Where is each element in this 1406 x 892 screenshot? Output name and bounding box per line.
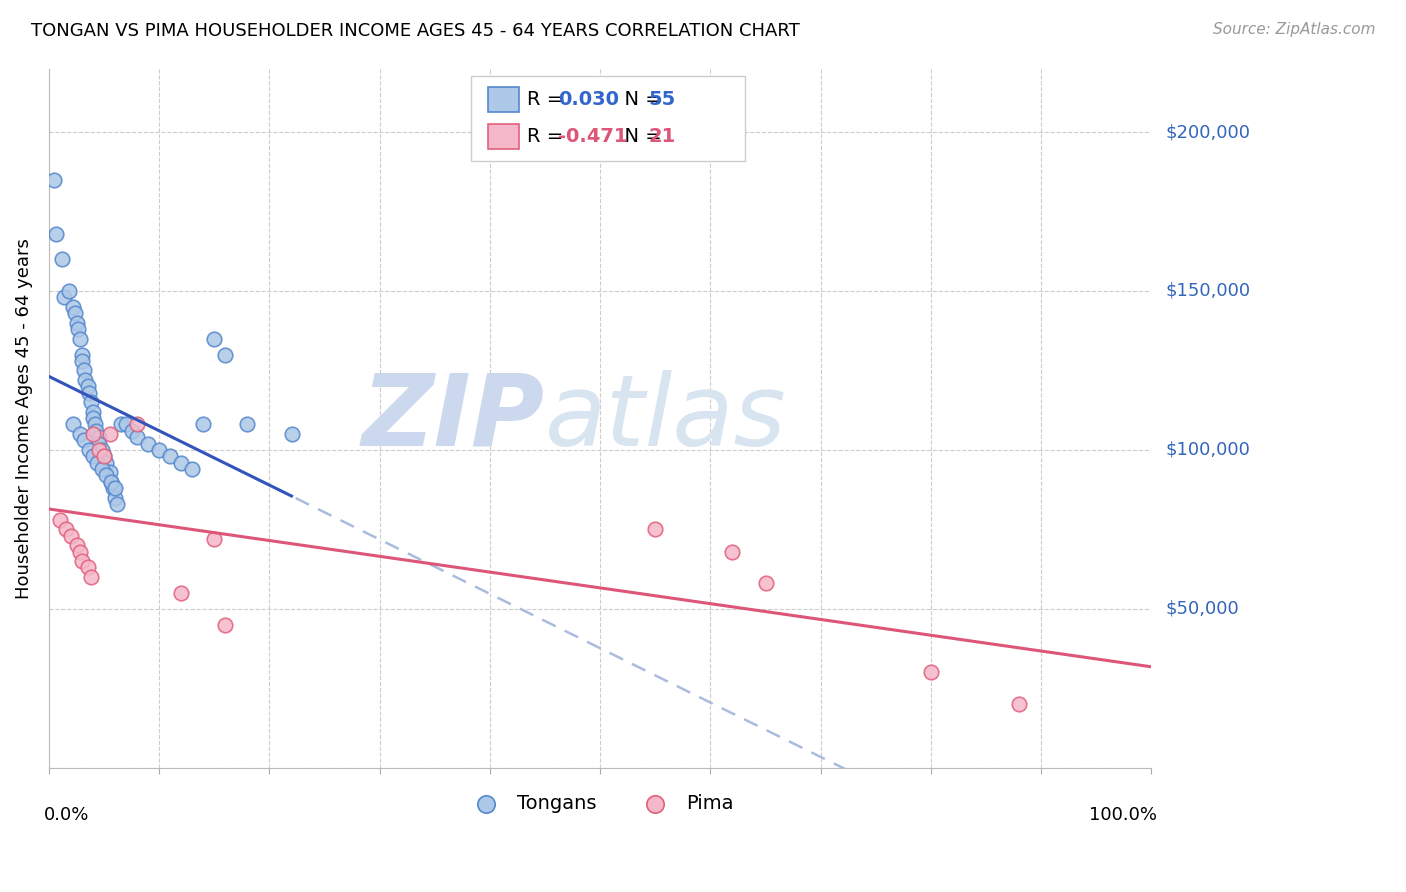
Point [82,405,104,419]
Point [44,173,66,187]
Point [76,379,98,393]
Point [77,442,100,457]
Point [76,560,98,574]
Point [70,347,93,361]
Point [98,427,121,442]
Point [202,332,225,346]
Point [920,665,942,680]
Point [100,475,122,489]
Point [236,417,259,432]
Point [121,424,143,438]
Point [136,436,159,450]
Point [127,417,149,432]
Text: 0.0%: 0.0% [44,806,89,824]
Point [93,449,115,463]
Point [65,306,87,320]
Point [87,436,110,450]
Text: TONGAN VS PIMA HOUSEHOLDER INCOME AGES 45 - 64 YEARS CORRELATION CHART: TONGAN VS PIMA HOUSEHOLDER INCOME AGES 4… [31,22,800,40]
Point [1008,697,1031,711]
Point [51,252,73,267]
Point [280,427,302,442]
Point [82,449,104,463]
Y-axis label: Householder Income Ages 45 - 64 years: Householder Income Ages 45 - 64 years [15,237,32,599]
Point [62,300,84,314]
Point [93,449,115,463]
Point [644,522,666,536]
Point [69,427,91,442]
Point [45,227,67,241]
Text: R =: R = [527,89,569,109]
Point [110,417,132,432]
Text: atlas: atlas [546,369,787,467]
Point [202,532,225,546]
Point [104,491,127,505]
Point [55,522,77,536]
Point [127,430,149,444]
Point [86,424,108,438]
Text: Source: ZipAtlas.com: Source: ZipAtlas.com [1212,22,1375,37]
Point [66,322,89,336]
Point [58,284,80,298]
Text: $150,000: $150,000 [1166,282,1250,300]
Point [77,385,100,400]
Point [49,513,72,527]
Point [100,475,122,489]
Text: $200,000: $200,000 [1166,123,1250,141]
Point [96,468,118,483]
Text: 21: 21 [648,127,675,146]
Text: N =: N = [612,127,668,146]
Point [65,538,87,552]
Text: 0.030: 0.030 [558,89,619,109]
Point [96,456,118,470]
Point [82,427,104,442]
Point [115,417,138,432]
Point [87,430,110,444]
Point [75,373,97,387]
Point [80,395,103,409]
Point [69,332,91,346]
Point [214,617,236,632]
Point [84,417,107,432]
Point [73,434,96,448]
Point [53,290,76,304]
Point [105,497,128,511]
Text: N =: N = [612,89,668,109]
Point [70,354,93,368]
Point [170,586,193,600]
Text: 55: 55 [648,89,675,109]
Point [754,576,776,591]
Text: R =: R = [527,127,569,146]
Text: $100,000: $100,000 [1166,441,1250,458]
Text: 100.0%: 100.0% [1088,806,1157,824]
Text: $50,000: $50,000 [1166,599,1239,618]
Point [170,456,193,470]
Point [69,544,91,558]
Point [104,481,127,495]
Legend: Tongans, Pima: Tongans, Pima [458,787,741,821]
Text: -0.471: -0.471 [558,127,627,146]
Point [159,449,181,463]
Point [87,442,110,457]
Point [60,529,83,543]
Text: ZIP: ZIP [363,369,546,467]
Point [65,316,87,330]
Point [80,570,103,584]
Point [90,462,112,476]
Point [86,456,108,470]
Point [90,442,112,457]
Point [101,481,124,495]
Point [148,442,170,457]
Point [82,411,104,425]
Point [98,465,121,479]
Point [721,544,744,558]
Point [181,462,204,476]
Point [62,417,84,432]
Point [70,554,93,568]
Point [193,417,215,432]
Point [73,363,96,377]
Point [214,347,236,361]
